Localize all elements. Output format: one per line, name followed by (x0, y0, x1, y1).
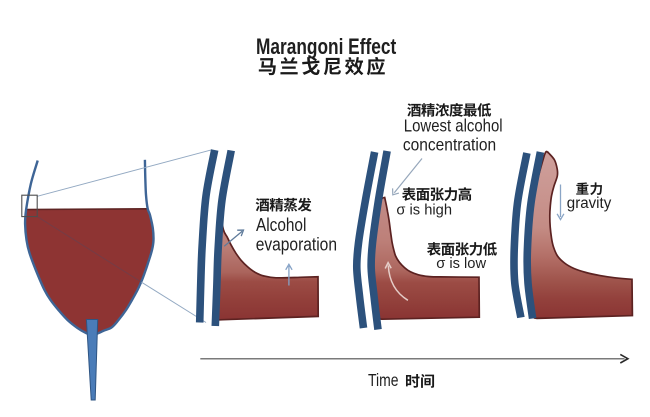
svg-text:σ is high: σ is high (396, 202, 452, 218)
svg-text:concentration: concentration (403, 135, 496, 155)
svg-text:Alcohol: Alcohol (256, 215, 306, 235)
svg-text:gravity: gravity (567, 195, 612, 212)
svg-text:σ is low: σ is low (436, 256, 486, 272)
svg-text:Lowest alcohol: Lowest alcohol (404, 115, 503, 135)
svg-text:evaporation: evaporation (256, 234, 337, 254)
svg-text:Time: Time (368, 370, 399, 390)
svg-text:Marangoni Effect: Marangoni Effect (256, 34, 397, 59)
